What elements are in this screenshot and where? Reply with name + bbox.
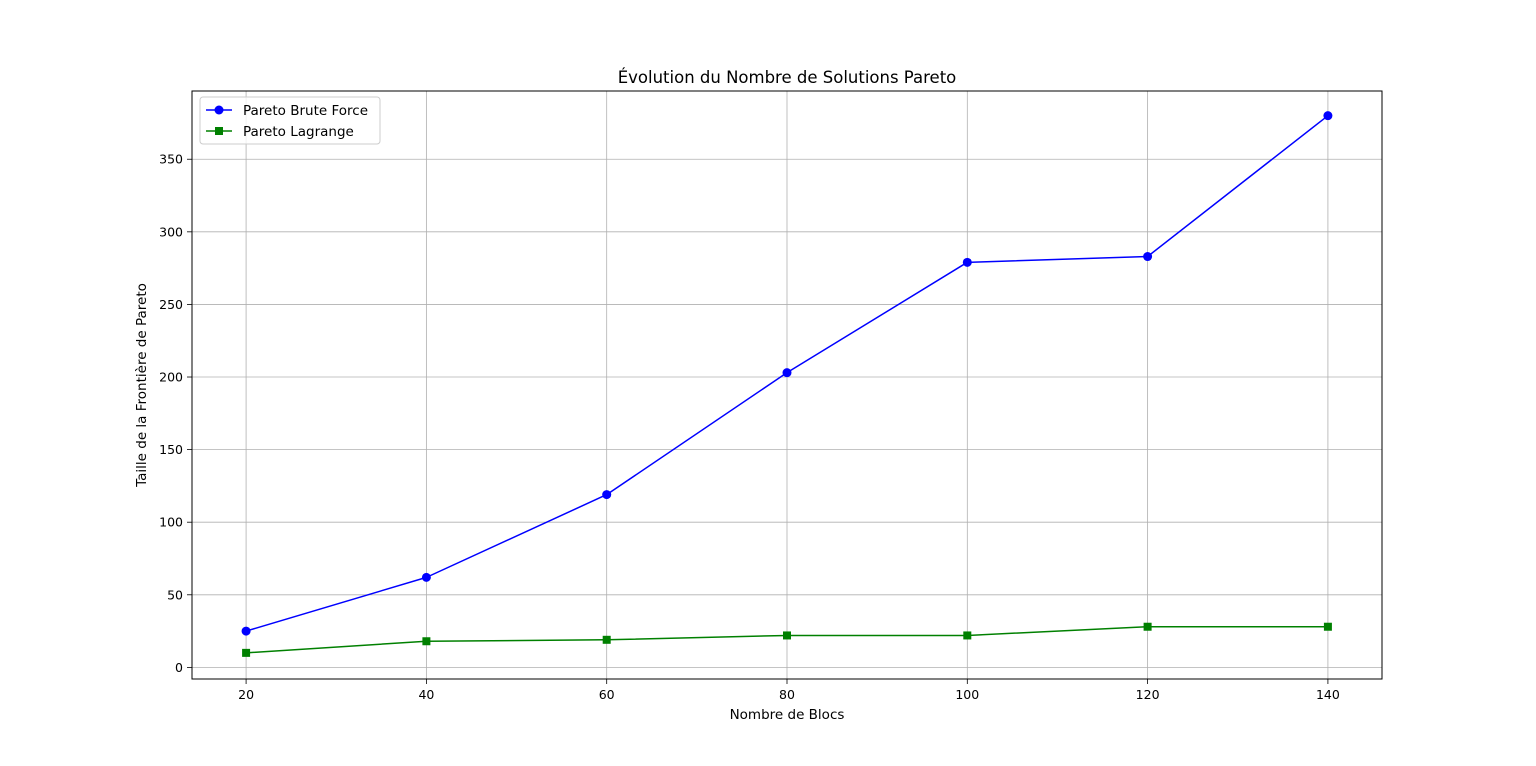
data-point-pareto-brute-force xyxy=(602,490,612,500)
y-tick-label: 350 xyxy=(159,152,183,167)
data-point-pareto-lagrange xyxy=(422,637,431,646)
series-layer xyxy=(241,111,1333,657)
legend-box xyxy=(199,96,381,145)
data-point-pareto-lagrange xyxy=(602,635,611,644)
legend-entry-lagrange: Pareto Lagrange xyxy=(206,124,354,140)
series-pareto-brute-force xyxy=(241,111,1333,636)
x-tick-label: 20 xyxy=(238,687,254,702)
legend-marker-brute-force xyxy=(214,105,224,115)
data-point-pareto-lagrange xyxy=(1323,622,1332,631)
data-point-pareto-lagrange xyxy=(1143,622,1152,631)
y-tick-label: 250 xyxy=(159,297,183,312)
y-tick-label: 200 xyxy=(159,370,183,385)
x-tick-label: 40 xyxy=(418,687,434,702)
x-tick-label: 140 xyxy=(1316,687,1340,702)
x-tick-label: 80 xyxy=(779,687,795,702)
legend-label-brute-force: Pareto Brute Force xyxy=(243,103,368,119)
legend: Pareto Brute Force Pareto Lagrange xyxy=(199,96,381,145)
x-tick-label: 60 xyxy=(599,687,615,702)
y-tick-label: 50 xyxy=(167,587,183,602)
y-tick-label: 300 xyxy=(159,224,183,239)
data-point-pareto-lagrange xyxy=(242,648,251,657)
data-point-pareto-lagrange xyxy=(783,631,791,640)
y-axis-label: Taille de la Frontière de Pareto xyxy=(134,283,150,488)
grid xyxy=(192,91,1382,679)
series-pareto-lagrange xyxy=(242,622,1332,657)
data-point-pareto-brute-force xyxy=(241,626,251,636)
data-point-pareto-lagrange xyxy=(963,631,972,640)
x-tick-label: 120 xyxy=(1136,687,1160,702)
legend-label-lagrange: Pareto Lagrange xyxy=(243,124,354,140)
chart-title: Évolution du Nombre de Solutions Pareto xyxy=(618,68,957,87)
data-point-pareto-brute-force xyxy=(1323,111,1333,121)
x-tick-label: 100 xyxy=(955,687,979,702)
data-point-pareto-brute-force xyxy=(1143,252,1153,262)
y-tick-label: 150 xyxy=(159,442,183,457)
legend-entry-brute-force: Pareto Brute Force xyxy=(206,103,368,119)
data-point-pareto-brute-force xyxy=(962,257,972,267)
ticks: 20 40 60 80 100 120 140 0 50 100 150 200 250 300 350 xyxy=(159,152,1340,702)
data-point-pareto-brute-force xyxy=(782,368,792,378)
data-point-pareto-brute-force xyxy=(421,572,431,582)
y-tick-label: 0 xyxy=(175,660,183,675)
y-tick-label: 100 xyxy=(159,515,183,530)
x-axis-label: Nombre de Blocs xyxy=(730,707,845,723)
legend-marker-lagrange xyxy=(215,127,223,135)
